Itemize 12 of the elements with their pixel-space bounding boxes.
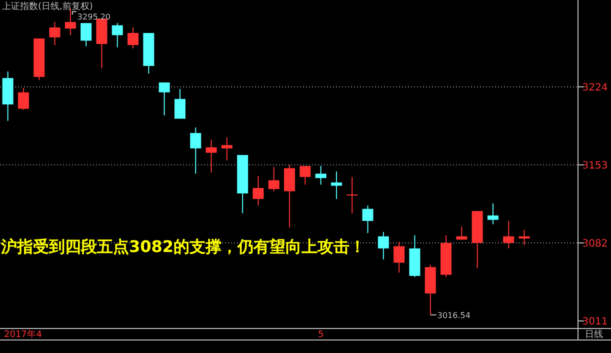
y-tick-label: 3011 — [582, 316, 608, 328]
x-axis-title: 2017年 — [4, 329, 36, 340]
y-tick-label: 3224 — [582, 82, 608, 94]
annotation: 3016.54 — [437, 310, 470, 320]
text: 日线 — [585, 329, 603, 340]
chart-title: 上证指数(日线,前复权) — [2, 1, 93, 12]
annotation: 3295.20 — [77, 12, 111, 22]
x-tick-label: 5 — [318, 330, 324, 340]
y-tick-label: 3082 — [582, 238, 608, 250]
y-tick-label: 3153 — [582, 160, 608, 172]
annotation: 沪指受到四段五点3082的支撑，仍有望向上攻击！ — [0, 237, 366, 256]
x-tick-label: 4 — [36, 330, 42, 340]
